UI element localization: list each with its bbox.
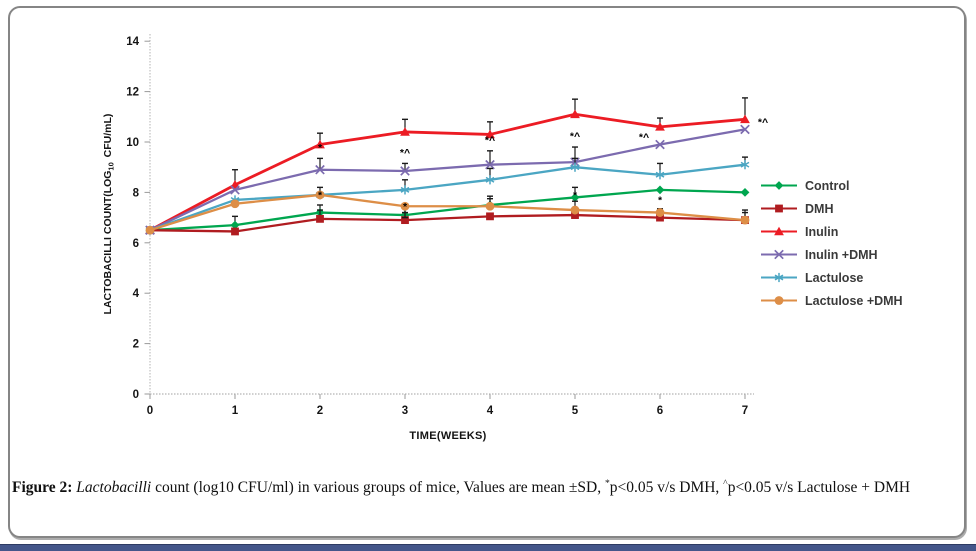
svg-text:*^: *^ [639,132,649,144]
svg-text:*: * [318,190,323,202]
caption-body: count (log10 CFU/ml) in various groups o… [151,479,605,496]
legend-marker-inulin-icon [761,226,797,236]
svg-text:6: 6 [133,238,139,250]
legend-marker-dmh-icon [761,204,797,213]
svg-text:4: 4 [133,288,140,300]
legend-item-lactulose-dmh: Lactulose +DMH [760,293,903,308]
svg-text:2: 2 [133,339,139,351]
series-lactulose-dmh [145,186,750,235]
legend-label-dmh: DMH [805,201,834,216]
legend-item-dmh: DMH [760,201,903,216]
caption-figure-label: Figure 2: [12,479,77,496]
svg-text:*^: *^ [400,147,410,159]
svg-text:*: * [318,142,323,154]
caption-caret-sup: ^ [723,477,728,489]
svg-text:3: 3 [402,405,408,417]
svg-text:*: * [573,190,578,202]
svg-text:*: * [658,195,663,207]
svg-text:*: * [403,201,408,213]
y-axis: 0 2 4 6 8 10 12 14 LACTOBACILLI COUNT(LOG10 CFU/… [102,34,151,401]
caption-star-sup: * [605,477,610,489]
significance-annotations: * *^ *^ *^ *^ *^ * * * * [318,117,768,213]
svg-text:0: 0 [147,405,153,417]
svg-text:2: 2 [317,405,323,417]
svg-text:12: 12 [126,87,139,99]
legend-marker-lactulose-icon [761,272,797,283]
chart-legend: Control DMH Inulin Inulin +DMH Lactulose… [760,178,903,316]
bottom-bar [0,544,976,551]
svg-text:7: 7 [742,405,748,417]
legend-marker-inulin-dmh-icon [761,249,797,260]
legend-item-inulin: Inulin [760,224,903,239]
svg-text:1: 1 [232,405,239,417]
svg-text:10: 10 [126,137,139,149]
svg-text:*^: *^ [758,117,768,129]
figure-panel: 0 2 4 6 8 10 12 14 LACTOBACILLI COUNT(LOG10 CFU/… [8,6,966,538]
caption-seg1: p<0.05 v/s DMH, [609,479,724,496]
svg-text:TIME(WEEKS): TIME(WEEKS) [409,430,486,442]
legend-item-lactulose: Lactulose [760,270,903,285]
svg-text:6: 6 [657,405,663,417]
figure-caption: Figure 2: Lactobacilli count (log10 CFU/… [12,476,950,499]
svg-text:*^: *^ [485,134,495,146]
legend-label-lactulose-dmh: Lactulose +DMH [805,293,903,308]
svg-text:5: 5 [572,405,579,417]
legend-marker-control-icon [761,181,797,190]
legend-label-inulin-dmh: Inulin +DMH [805,247,878,262]
svg-text:0: 0 [133,389,139,401]
legend-label-inulin: Inulin [805,224,839,239]
svg-text:*^: *^ [570,130,580,142]
svg-text:4: 4 [487,405,494,417]
legend-item-control: Control [760,178,903,193]
svg-text:8: 8 [133,187,140,199]
legend-label-control: Control [805,178,850,193]
legend-item-inulin-dmh: Inulin +DMH [760,247,903,262]
svg-text:14: 14 [126,36,139,48]
caption-species: Lactobacilli [76,479,152,496]
svg-text:LACTOBACILLI COUNT(LOG10 CFU/m: LACTOBACILLI COUNT(LOG10 CFU/mL) [102,114,116,315]
x-axis: 0 1 2 3 4 5 6 7 TIME(WEEKS) [147,393,754,442]
legend-marker-lactulose-dmh-icon [761,296,797,305]
caption-seg2: p<0.05 v/s Lactulose + DMH [727,479,911,496]
legend-label-lactulose: Lactulose [805,270,864,285]
